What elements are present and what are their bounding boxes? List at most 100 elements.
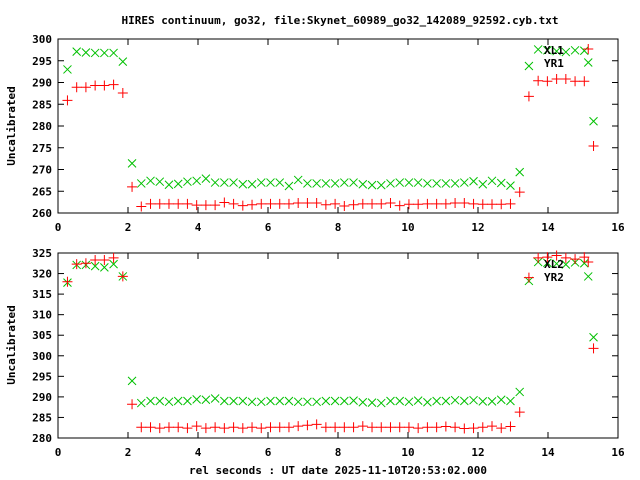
data-point (311, 419, 322, 430)
data-point (136, 201, 147, 212)
data-point (376, 422, 387, 433)
data-point (431, 198, 442, 209)
y-tick-label: 300 (32, 33, 52, 46)
data-point (560, 74, 571, 85)
x-tick-label: 2 (125, 221, 132, 234)
data-point (229, 178, 238, 187)
data-point (349, 178, 358, 187)
data-point (90, 80, 101, 91)
data-point (90, 48, 100, 58)
data-point (459, 423, 470, 434)
data-point (583, 58, 593, 67)
data-point (256, 178, 266, 187)
data-point (459, 197, 470, 208)
data-point (71, 82, 82, 93)
legend-label-xl2: XL2 (544, 258, 564, 271)
x-tick-label: 16 (611, 221, 625, 234)
data-point (487, 176, 497, 186)
x-tick-label: 12 (471, 446, 484, 459)
data-point (588, 141, 599, 152)
data-point (533, 252, 544, 263)
data-point (570, 254, 581, 265)
data-point (386, 396, 395, 406)
data-point (477, 199, 488, 210)
data-point (487, 421, 498, 432)
data-point (81, 48, 91, 57)
data-point (312, 179, 322, 188)
data-point (154, 198, 165, 209)
data-point (533, 75, 544, 86)
y-tick-label: 270 (32, 164, 52, 177)
data-point (108, 252, 119, 263)
data-point (173, 198, 184, 209)
data-point (173, 422, 184, 433)
data-point (90, 254, 101, 265)
legend-label-yr2: YR2 (544, 271, 564, 284)
data-point (302, 197, 313, 208)
data-point (63, 65, 72, 74)
data-point (440, 421, 451, 432)
data-point (293, 197, 304, 208)
data-point (413, 423, 424, 434)
data-point (487, 397, 497, 406)
data-point (376, 398, 386, 408)
data-point (469, 176, 478, 186)
data-point (136, 422, 147, 433)
y-tick-label: 295 (32, 370, 52, 383)
data-point (404, 178, 414, 187)
data-point (413, 199, 424, 210)
x-tick-label: 6 (265, 221, 272, 234)
data-point (330, 198, 341, 209)
data-point (432, 179, 441, 188)
data-point (146, 176, 155, 186)
data-point (515, 167, 525, 177)
data-point (320, 199, 331, 210)
data-point (80, 258, 91, 269)
data-point (477, 422, 488, 433)
data-point (339, 422, 350, 433)
data-point (583, 44, 594, 55)
data-point (192, 176, 202, 186)
data-point (117, 87, 128, 98)
data-point (468, 423, 479, 434)
data-point (219, 197, 230, 208)
data-point (127, 159, 137, 168)
data-point (589, 332, 598, 342)
data-point (542, 252, 553, 263)
x-tick-label: 10 (401, 446, 414, 459)
data-point (302, 420, 313, 431)
y-tick-label: 295 (32, 55, 52, 68)
data-point (201, 395, 211, 405)
data-point (247, 422, 258, 433)
data-point (321, 396, 331, 406)
data-point (543, 258, 552, 268)
data-point (542, 76, 553, 87)
top-panel: 0 2 4 6 8 10 12 14 16 260 265 270 275 280 285 290 295 300… (32, 33, 625, 234)
data-point (311, 197, 322, 208)
data-point (551, 250, 562, 261)
data-point (256, 423, 267, 434)
data-point (210, 394, 220, 403)
data-point (182, 198, 193, 209)
data-point (330, 422, 341, 433)
data-point (210, 178, 220, 187)
data-point (136, 179, 146, 188)
data-point (385, 197, 396, 208)
data-point (570, 76, 581, 87)
data-point (274, 422, 285, 433)
data-point (523, 272, 534, 283)
data-point (90, 261, 100, 271)
plot-border (57, 252, 619, 439)
data-point (440, 198, 451, 209)
x-tick-label: 0 (55, 221, 62, 234)
data-point (256, 397, 266, 407)
data-point (403, 199, 414, 210)
data-point (552, 46, 561, 56)
data-point (127, 181, 138, 192)
data-point (62, 95, 73, 106)
data-point (404, 397, 414, 407)
data-point (163, 422, 174, 433)
data-point (459, 396, 469, 406)
data-point (155, 177, 165, 187)
